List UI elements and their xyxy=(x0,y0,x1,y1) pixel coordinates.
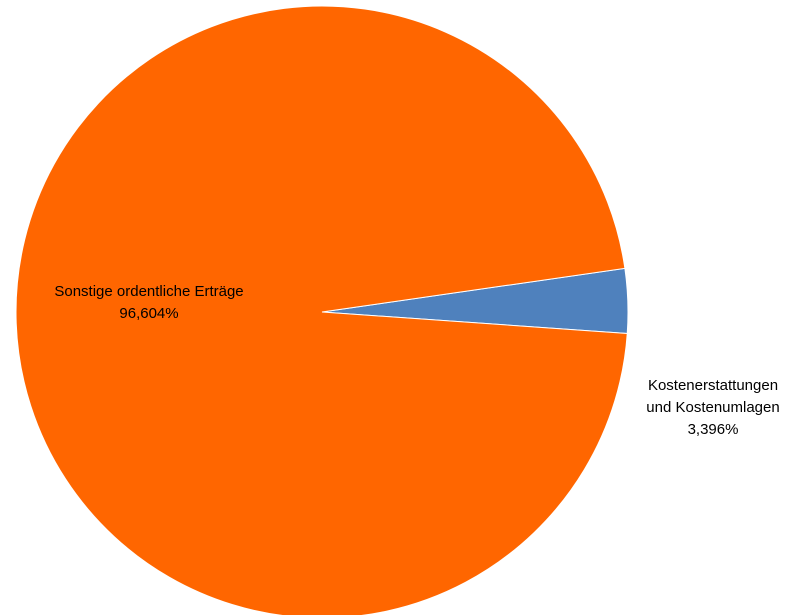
pie-slice-1 xyxy=(15,5,628,615)
pie-slice-label-line: und Kostenumlagen xyxy=(646,399,779,416)
pie-slice-label-line: Kostenerstattungen xyxy=(648,377,778,394)
pie-slice-label-0: Kostenerstattungen und Kostenumlagen 3,396… xyxy=(646,377,779,438)
pie-slice-label-1: Sonstige ordentliche Erträge 96,604% xyxy=(54,283,243,322)
pie-slice-label-line: 3,396% xyxy=(688,421,739,438)
pie-slice-label-line: 96,604% xyxy=(119,305,178,322)
pie-slice-label-line: Sonstige ordentliche Erträge xyxy=(54,283,243,300)
